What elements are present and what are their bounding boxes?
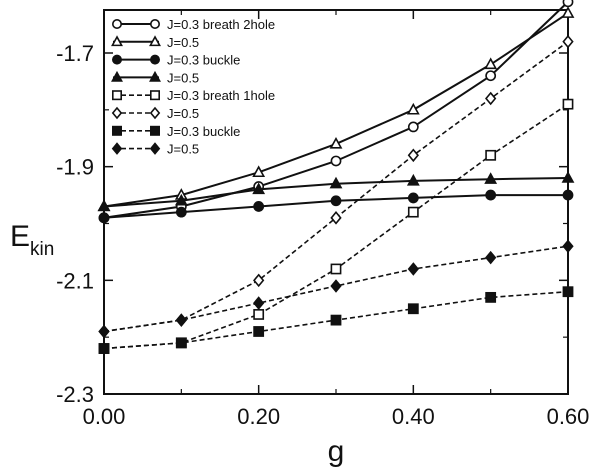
- legend-marker: [149, 106, 161, 120]
- data-point: [330, 195, 342, 207]
- legend: J=0.3 breath 2hole J=0.5 J=0.3 buckle J=0.5…: [111, 17, 275, 157]
- data-point: [252, 165, 266, 178]
- legend-label: J=0.3 breath 1hole: [167, 88, 275, 103]
- legend-marker: [112, 90, 123, 101]
- data-point: [485, 91, 497, 106]
- legend-entry: J=0.3 buckle: [112, 124, 240, 139]
- y-tick-label: -2.1: [56, 268, 94, 293]
- y-axis-title-subscript: kin: [30, 239, 54, 260]
- data-point: [253, 326, 265, 337]
- series-8: [98, 239, 574, 339]
- data-point: [175, 337, 187, 349]
- legend-label: J=0.3 breath 2hole: [167, 17, 275, 32]
- series-4: [97, 171, 575, 212]
- data-point: [175, 206, 187, 218]
- legend-marker: [112, 125, 123, 136]
- legend-marker: [112, 18, 123, 29]
- x-tick-label: 0.40: [392, 404, 435, 429]
- legend-marker: [149, 70, 161, 82]
- data-point: [175, 313, 187, 327]
- data-point: [407, 206, 419, 218]
- legend-entry: J=0.3 breath 1hole: [112, 88, 275, 103]
- legend-marker: [150, 90, 161, 101]
- data-point: [485, 250, 497, 265]
- data-point: [485, 70, 497, 82]
- legend-marker: [111, 35, 123, 47]
- x-tick-label: 0.00: [83, 404, 126, 429]
- legend-entry: J=0.5: [111, 142, 199, 157]
- data-point: [330, 211, 342, 225]
- legend-marker: [112, 54, 123, 65]
- data-point: [562, 0, 574, 8]
- data-point: [329, 136, 343, 149]
- data-point: [330, 263, 342, 275]
- legend-entry: J=0.3 breath 2hole: [112, 17, 275, 32]
- y-axis-title: Ekin: [10, 220, 54, 260]
- data-point: [407, 121, 419, 133]
- legend-marker: [111, 106, 123, 120]
- legend-marker: [149, 35, 161, 47]
- axis-ticks: 0.00 0.20 0.40 0.60 -1.7 -1.9 -2.1 -2.3: [56, 10, 589, 429]
- x-axis-title: g: [328, 435, 345, 468]
- series-3: [98, 189, 574, 224]
- legend-marker: [111, 70, 123, 82]
- data-point: [562, 189, 574, 201]
- data-point: [98, 343, 110, 354]
- data-point: [174, 193, 188, 206]
- legend-entry: J=0.3 buckle: [112, 53, 240, 68]
- y-tick-label: -2.3: [56, 382, 94, 407]
- legend-entry: J=0.5: [111, 35, 199, 50]
- data-point: [562, 239, 574, 254]
- data-point: [562, 98, 574, 110]
- data-point: [253, 273, 265, 288]
- legend-label: J=0.5: [167, 35, 199, 50]
- x-tick-label: 0.20: [237, 404, 280, 429]
- data-point: [407, 148, 419, 163]
- legend-marker: [150, 18, 161, 29]
- data-point: [252, 182, 266, 195]
- y-axis-title-main: E: [10, 220, 30, 253]
- legend-entry: J=0.5: [111, 106, 199, 121]
- data-point: [561, 6, 575, 18]
- legend-label: J=0.5: [167, 70, 199, 85]
- data-point: [485, 149, 497, 161]
- series-7: [98, 286, 574, 354]
- y-tick-label: -1.7: [56, 41, 94, 66]
- legend-label: J=0.3 buckle: [167, 124, 240, 139]
- data-point: [98, 324, 110, 339]
- legend-marker: [111, 142, 123, 155]
- data-point: [253, 309, 265, 320]
- legend-entry: J=0.5: [111, 70, 199, 85]
- y-tick-label: -1.9: [56, 155, 94, 180]
- data-point: [329, 176, 343, 189]
- data-point: [407, 192, 419, 204]
- data-point: [330, 155, 342, 167]
- data-point: [407, 262, 419, 276]
- data-series: [97, 0, 575, 354]
- legend-marker: [150, 125, 161, 136]
- legend-label: J=0.5: [167, 142, 199, 157]
- data-point: [253, 296, 265, 310]
- data-point: [562, 34, 574, 49]
- data-point: [407, 303, 419, 315]
- legend-marker: [150, 54, 161, 65]
- legend-label: J=0.3 buckle: [167, 53, 240, 68]
- data-point: [485, 291, 497, 303]
- data-point: [484, 172, 498, 184]
- data-point: [406, 102, 420, 115]
- data-point: [97, 199, 111, 212]
- legend-marker: [149, 142, 161, 155]
- data-point: [98, 212, 110, 224]
- data-point: [561, 171, 575, 183]
- data-point: [253, 201, 265, 212]
- data-point: [562, 286, 574, 298]
- data-point: [485, 189, 497, 201]
- data-point: [406, 173, 420, 186]
- legend-label: J=0.5: [167, 106, 199, 121]
- x-tick-label: 0.60: [547, 404, 590, 429]
- data-point: [330, 314, 342, 326]
- data-point: [330, 279, 342, 293]
- data-point: [484, 57, 498, 70]
